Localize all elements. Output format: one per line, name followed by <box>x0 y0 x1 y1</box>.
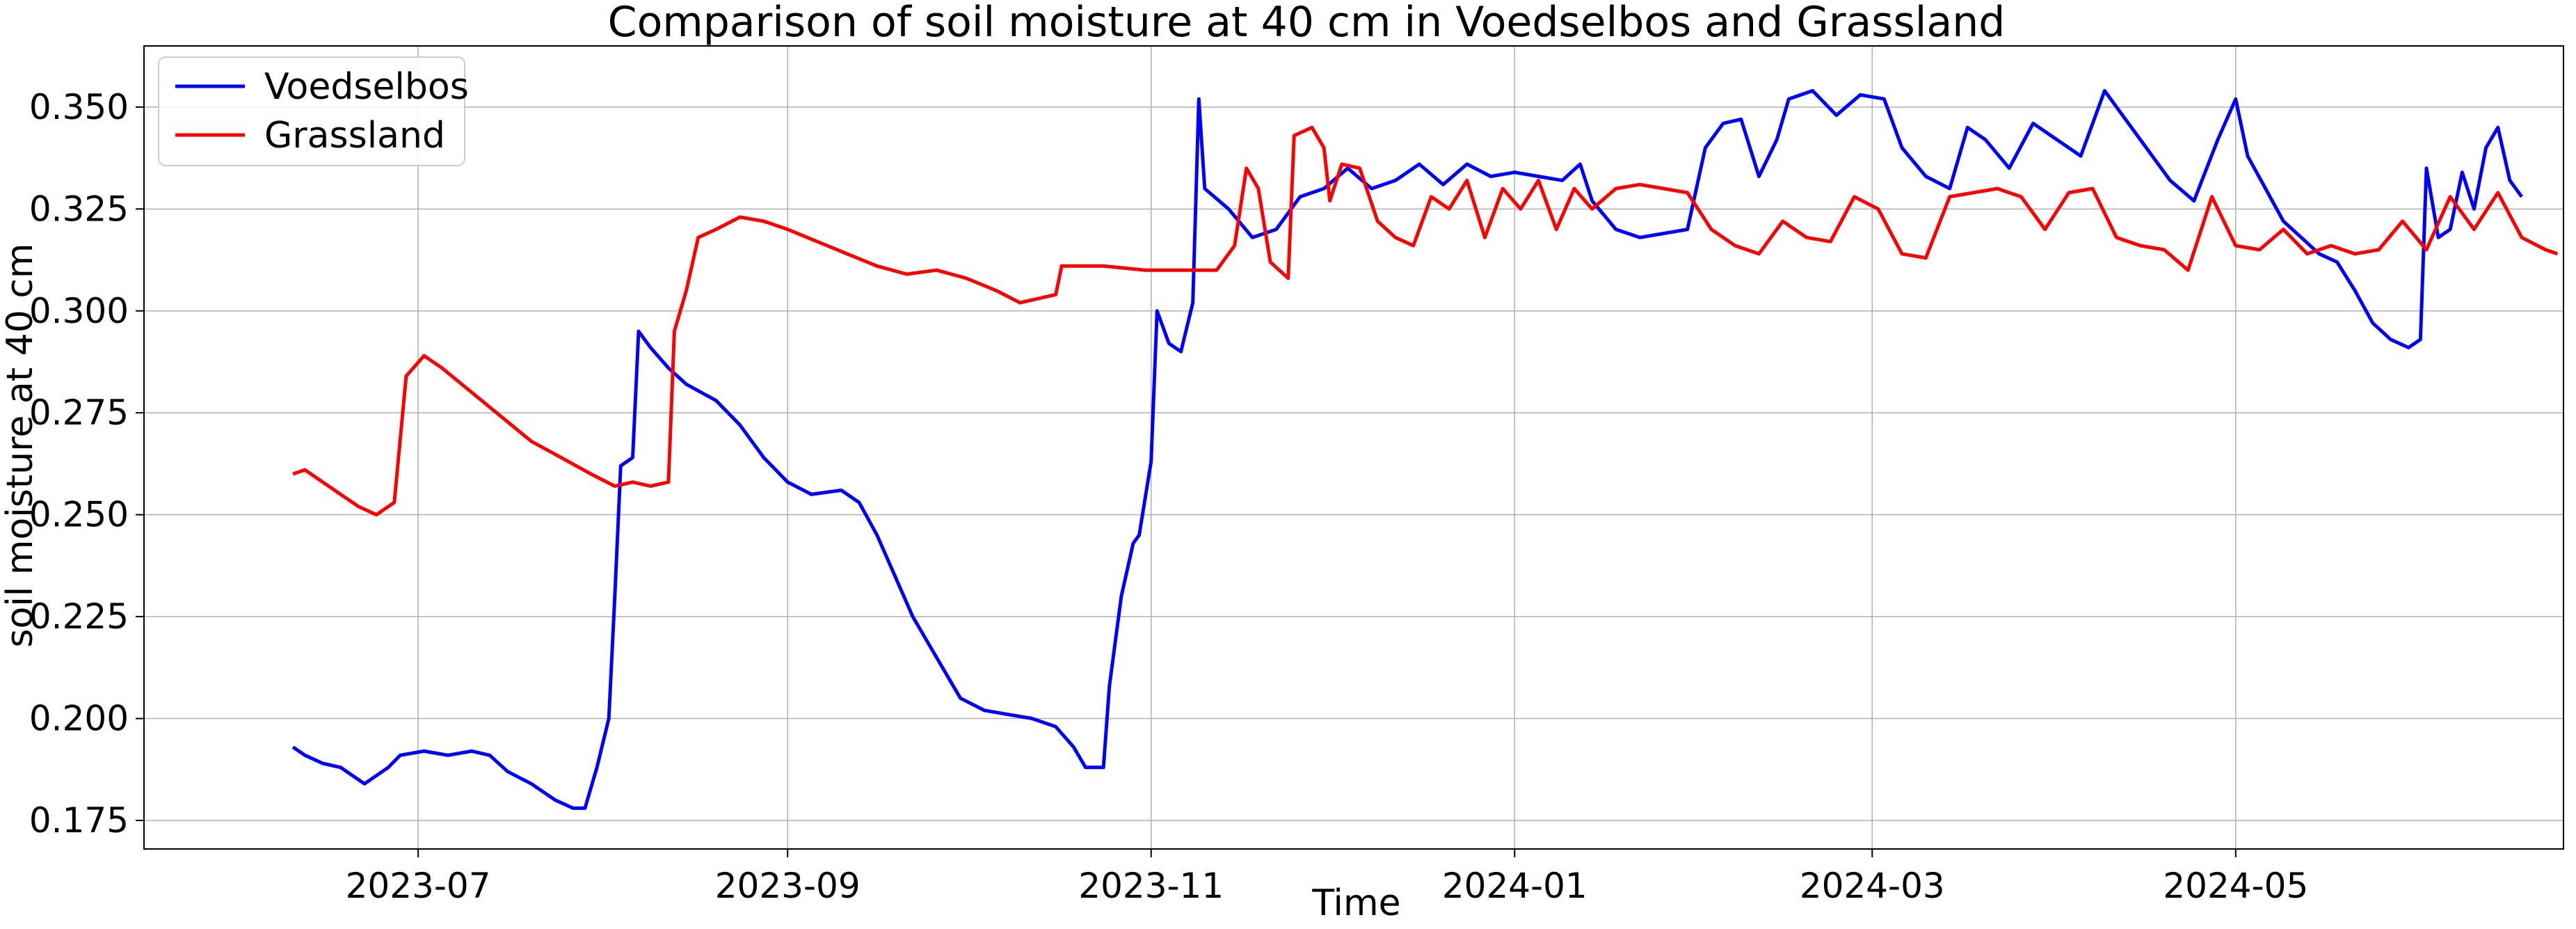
y-tick-label: 0.250 <box>29 495 129 535</box>
y-tick-label: 0.300 <box>29 291 129 331</box>
grid <box>144 46 2563 849</box>
series-layer <box>291 88 2559 810</box>
y-tick-label: 0.325 <box>29 189 129 229</box>
x-tick-label: 2024-05 <box>2163 866 2308 906</box>
legend-box <box>158 56 465 166</box>
y-tick-label: 0.350 <box>29 87 129 127</box>
x-tick-label: 2023-07 <box>346 866 491 906</box>
y-tick-label: 0.225 <box>29 596 129 637</box>
y-tick-label: 0.275 <box>29 392 129 433</box>
x-tick-label: 2024-01 <box>1442 866 1587 906</box>
x-tick-label: 2024-03 <box>1800 866 1945 906</box>
series-line-voedselbos <box>291 88 2524 810</box>
x-tick-label: 2023-11 <box>1078 866 1224 906</box>
y-tick-label: 0.175 <box>29 800 129 841</box>
x-axis: 2023-07 2023-09 2023-11 2024-01 2024-03 2024-… <box>346 849 2308 906</box>
y-axis: 0.175 0.200 0.225 0.250 0.275 0.300 0.325 0.350 <box>29 87 144 841</box>
plot-frame <box>143 45 2564 850</box>
legend: Voedselbos Grassland <box>158 56 469 166</box>
y-tick-label: 0.200 <box>29 699 129 739</box>
x-axis-label: Time <box>1311 882 1400 924</box>
legend-label-grassland: Grassland <box>264 115 445 157</box>
y-axis-label: soil moisture at 40 cm <box>0 243 41 647</box>
chart-title: Comparison of soil moisture at 40 cm in … <box>608 0 2006 47</box>
x-tick-label: 2023-09 <box>715 866 861 906</box>
series-line-grassland <box>292 125 2559 517</box>
legend-label-voedselbos: Voedselbos <box>264 66 469 108</box>
